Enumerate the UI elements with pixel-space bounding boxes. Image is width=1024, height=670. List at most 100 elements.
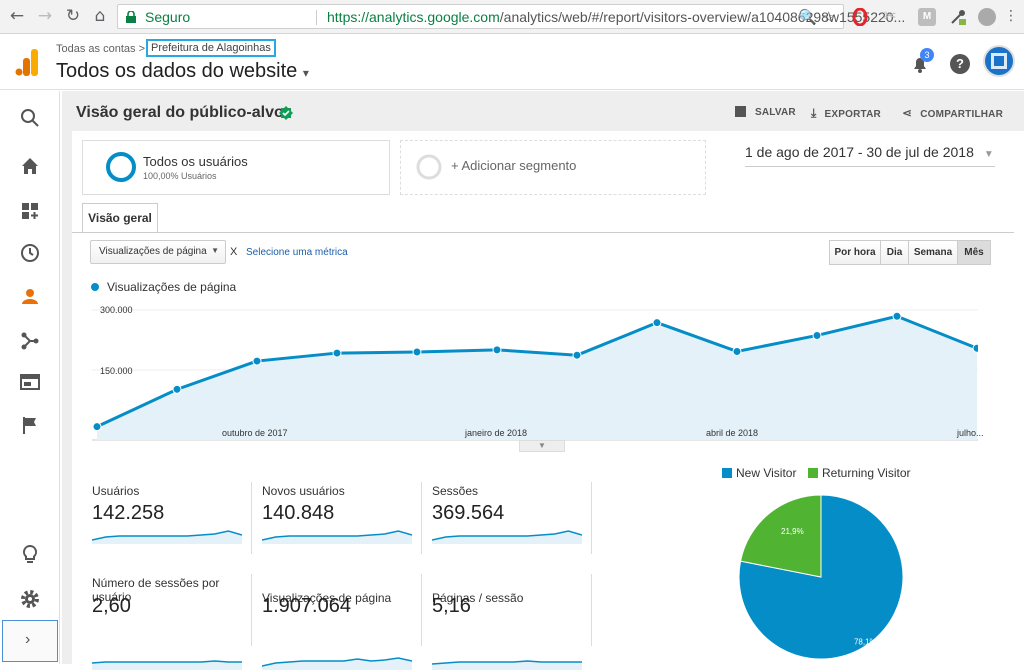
x-tick-label: abril de 2018: [706, 428, 759, 438]
download-extension-icon[interactable]: [978, 8, 996, 26]
pie-slice[interactable]: [738, 494, 904, 660]
data-point[interactable]: [412, 347, 422, 357]
y-tick-label: 300.000: [100, 305, 133, 315]
x-tick-label: julho...: [957, 428, 984, 438]
address-bar[interactable]: Seguro https://analytics.google.com/anal…: [117, 4, 905, 29]
discover-lightbulb-icon[interactable]: [18, 543, 42, 567]
legend-swatch: [808, 468, 818, 478]
date-range-underline: [745, 166, 995, 167]
tab-overview[interactable]: Visão geral: [82, 203, 158, 233]
data-point[interactable]: [332, 348, 342, 358]
data-point[interactable]: [652, 318, 662, 328]
metric-divider: [591, 574, 592, 646]
bookmark-star-icon[interactable]: ☆: [822, 8, 836, 26]
audience-person-icon[interactable]: [18, 284, 42, 308]
zoom-icon[interactable]: 🔍: [798, 8, 817, 26]
save-icon: [735, 106, 746, 117]
share-button[interactable]: ⋖ COMPARTILHAR: [902, 106, 1004, 120]
series-line: [96, 314, 978, 429]
url-text[interactable]: https://analytics.google.com/analytics/w…: [327, 9, 906, 25]
export-button[interactable]: ⤓ EXPORTAR: [811, 106, 881, 120]
page-title: Visão geral do público-alvo: [76, 104, 284, 121]
chevron-down-icon: ▼: [983, 149, 994, 160]
period-day-button[interactable]: Dia: [880, 240, 909, 265]
period-month-button[interactable]: Mês: [957, 240, 991, 265]
customization-icon[interactable]: [18, 199, 42, 223]
acquisition-icon[interactable]: [18, 329, 42, 353]
pie-slice-label: 78,1%: [854, 637, 877, 646]
data-point[interactable]: [492, 345, 502, 355]
expand-nav-button[interactable]: ›: [2, 620, 58, 662]
visitor-type-pie-chart: 78,1% 21,9%: [738, 494, 904, 660]
lock-icon: [126, 11, 136, 23]
admin-gear-icon[interactable]: [18, 587, 42, 611]
search-icon[interactable]: [18, 106, 42, 130]
metric-sparkline: [262, 657, 412, 670]
home-icon[interactable]: ⌂: [94, 6, 106, 26]
segment-ring-icon: [106, 152, 136, 182]
segment-all-users[interactable]: Todos os usuários 100,00% Usuários: [82, 140, 390, 195]
share-icon: ⋖: [902, 106, 913, 120]
save-button[interactable]: SALVAR: [735, 106, 796, 118]
url-separator: [316, 10, 317, 25]
add-segment-button[interactable]: + Adicionar segmento: [400, 140, 706, 195]
select-metric-link[interactable]: Selecione uma métrica: [246, 247, 348, 258]
behavior-icon[interactable]: [18, 370, 42, 394]
view-selector[interactable]: Todos os dados do website ▾: [56, 60, 309, 82]
pie-slice[interactable]: [739, 494, 822, 578]
metric-label: Visualizações de página: [262, 591, 392, 605]
data-point[interactable]: [732, 346, 742, 356]
avatar[interactable]: [983, 45, 1015, 77]
dropdown-arrow-icon: ▼: [211, 246, 219, 255]
data-point[interactable]: [172, 384, 182, 394]
metric-value: 5,16: [432, 595, 471, 617]
back-icon[interactable]: ←: [9, 6, 25, 26]
reload-icon[interactable]: ↻: [65, 6, 81, 26]
opera-extension-icon[interactable]: [851, 7, 869, 27]
menu-icon[interactable]: ⋮: [1004, 8, 1018, 24]
metric-value: 369.564: [432, 502, 505, 524]
metric-sparkline: [92, 530, 242, 544]
chart-collapse-button[interactable]: ▼: [519, 440, 565, 452]
realtime-clock-icon[interactable]: [18, 241, 42, 265]
analytics-logo-icon[interactable]: [15, 49, 39, 77]
data-point[interactable]: [972, 343, 978, 353]
notifications-bell-icon[interactable]: 3: [910, 48, 934, 74]
metric-label: Usuários: [92, 484, 140, 498]
metric-divider: [251, 574, 252, 646]
pie-legend-returning: Returning Visitor: [808, 466, 911, 480]
y-tick-label: 150.000: [100, 366, 133, 376]
metric-divider: [251, 482, 252, 554]
data-point[interactable]: [92, 422, 102, 432]
data-point[interactable]: [572, 350, 582, 360]
breadcrumb-property[interactable]: Prefeitura de Alagoinhas: [146, 39, 276, 57]
date-range-picker[interactable]: 1 de ago de 2017 - 30 de jul de 2018 ▼: [745, 144, 994, 160]
forward-icon[interactable]: →: [37, 6, 53, 26]
help-icon[interactable]: ?: [950, 54, 970, 74]
data-point[interactable]: [892, 311, 902, 321]
legend-swatch: [722, 468, 732, 478]
period-week-button[interactable]: Semana: [908, 240, 958, 265]
metric-value: 140.848: [262, 502, 335, 524]
verified-badge-icon: [279, 106, 293, 120]
data-point[interactable]: [812, 330, 822, 340]
metric-value: 142.258: [92, 502, 165, 524]
metric-sparkline: [262, 530, 412, 544]
metric-sparkline: [432, 660, 582, 670]
empty-segment-icon: [416, 154, 442, 180]
m-extension-icon[interactable]: M: [918, 8, 936, 26]
export-icon: ⤓: [811, 106, 817, 120]
series-legend-swatch: [91, 283, 99, 291]
period-hour-button[interactable]: Por hora: [829, 240, 881, 265]
x-tick-label: janeiro de 2018: [465, 428, 528, 438]
metric-dropdown[interactable]: Visualizações de página ▼: [90, 240, 226, 264]
conversions-flag-icon[interactable]: [18, 413, 42, 437]
metric-label: Páginas / sessão: [432, 591, 524, 605]
pin-extension-icon[interactable]: ✂: [883, 8, 897, 25]
breadcrumb[interactable]: Todas as contas >: [56, 43, 145, 55]
add-segment-label: + Adicionar segmento: [451, 158, 577, 173]
data-point[interactable]: [252, 356, 262, 366]
metric-value: 1.907.064: [262, 595, 351, 617]
eyedropper-extension-icon[interactable]: [949, 8, 967, 26]
home-icon[interactable]: [18, 154, 42, 178]
